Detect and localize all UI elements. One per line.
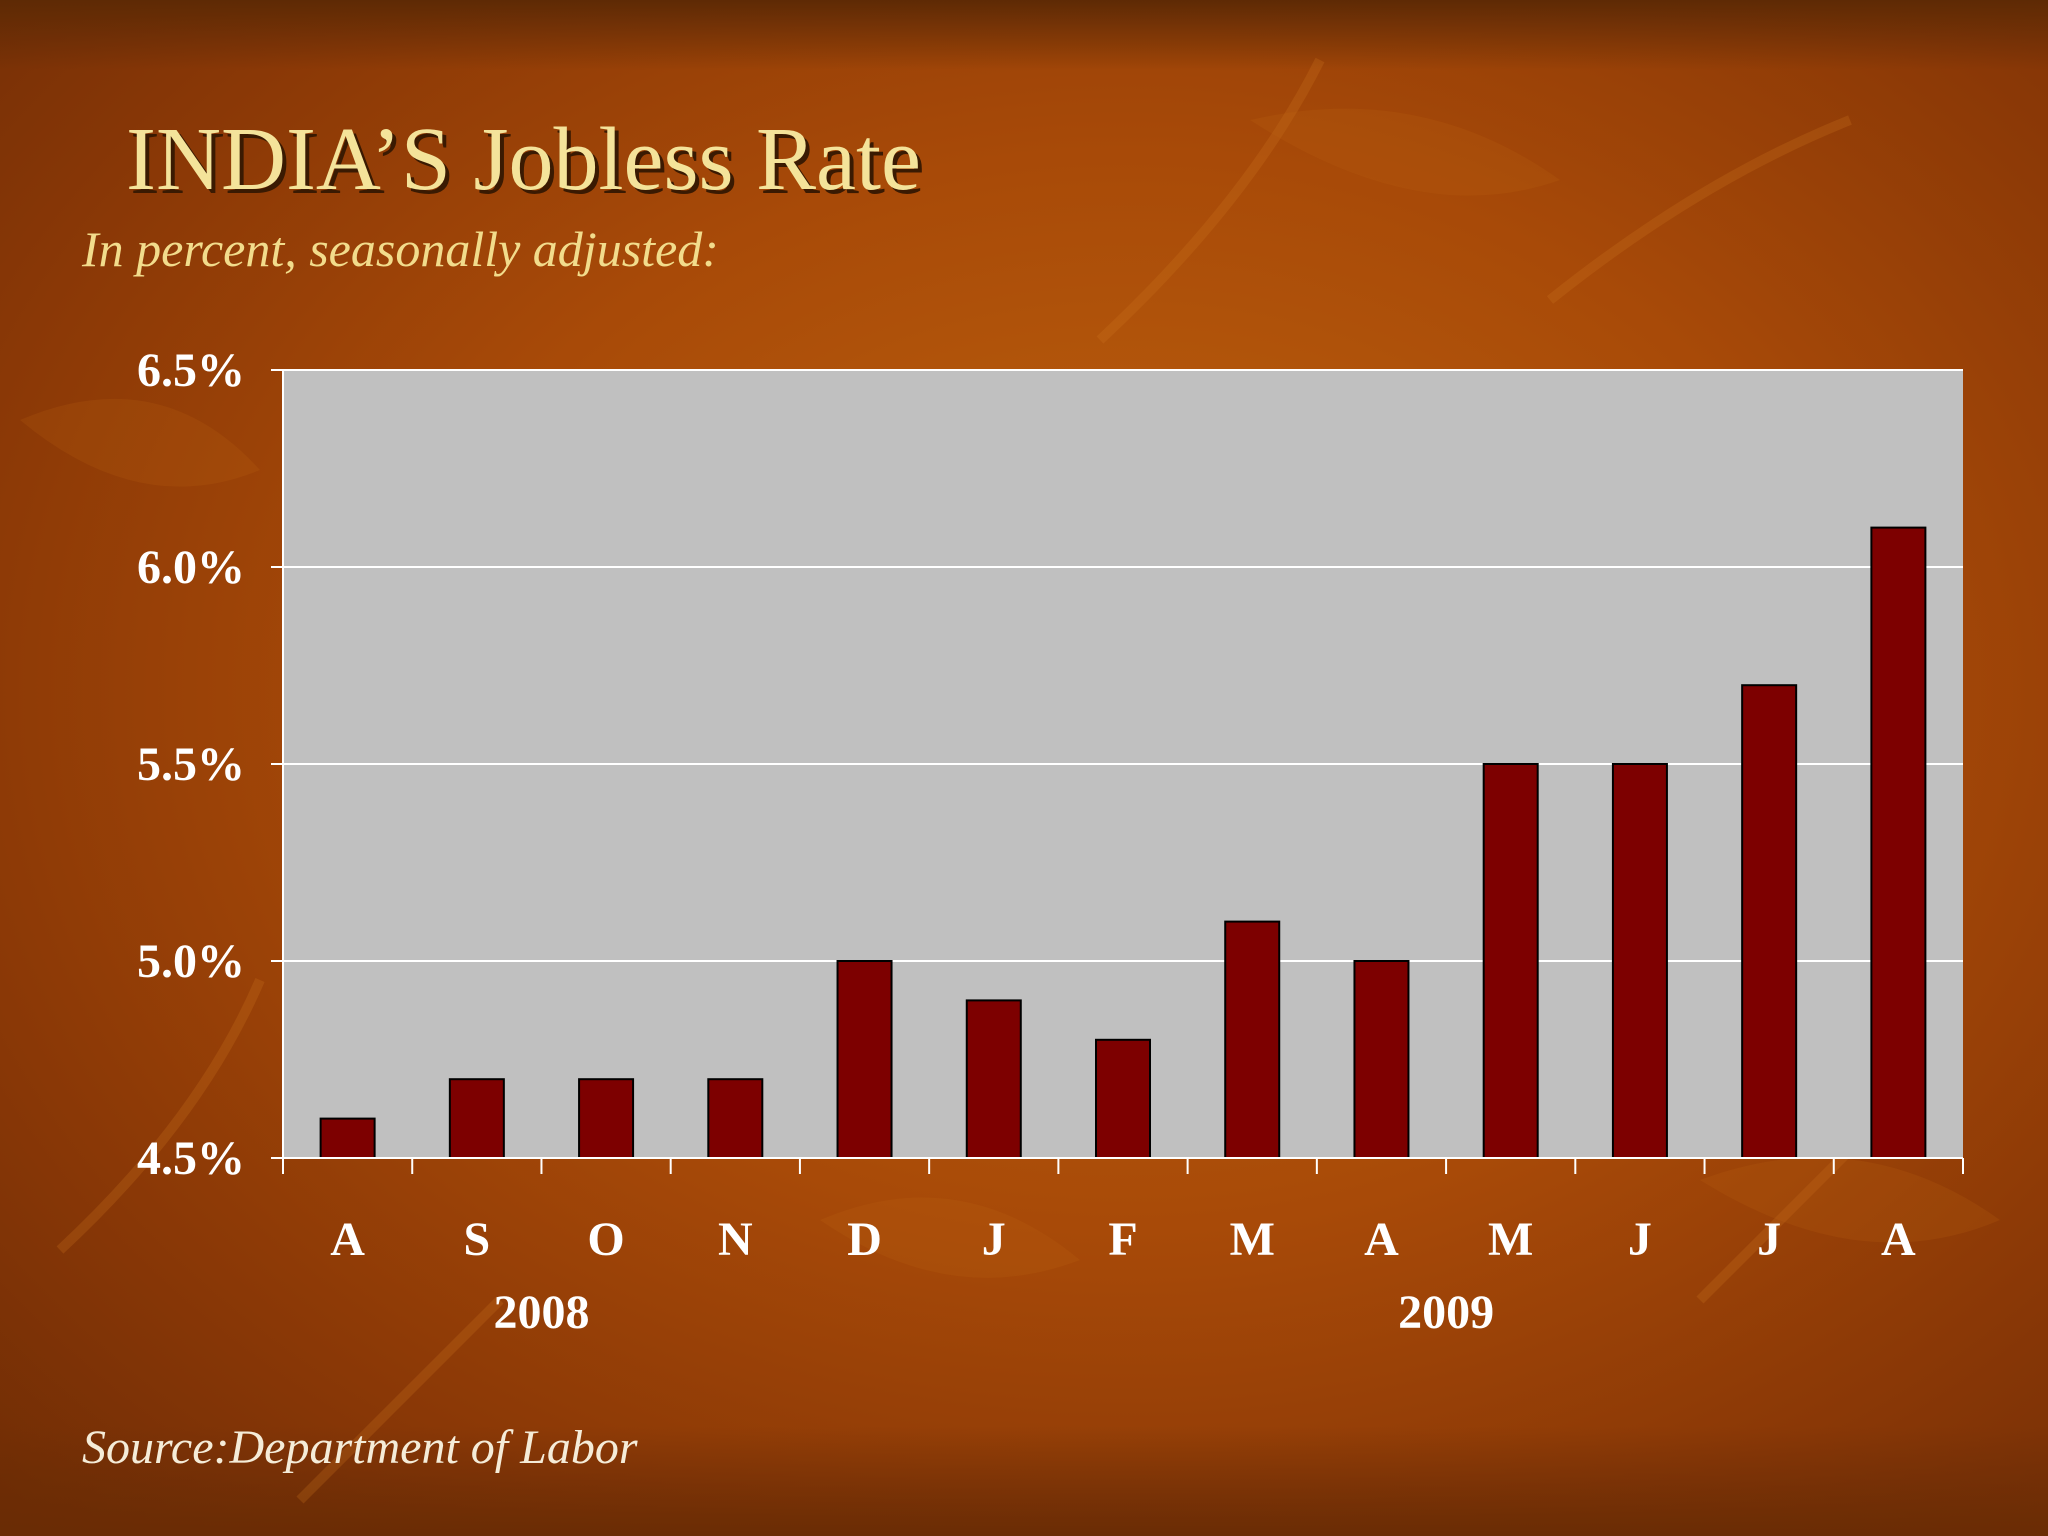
bar — [836, 960, 893, 1159]
year-labels: 2008 2009 — [493, 1286, 1494, 1339]
bar — [1095, 1038, 1151, 1160]
x-tick-label: A — [1364, 1213, 1399, 1266]
x-tick-label: J — [1757, 1213, 1781, 1266]
bar — [965, 999, 1022, 1160]
year-label: 2009 — [1398, 1286, 1494, 1339]
top-shade — [0, 0, 2048, 70]
x-tick-label: O — [587, 1213, 624, 1266]
slide-subtitle: In percent, seasonally adjusted: — [82, 221, 719, 277]
y-tick-label: 5.0% — [137, 935, 245, 988]
x-tick-label: J — [1628, 1213, 1652, 1266]
x-tick-label: A — [1881, 1213, 1916, 1266]
y-tick-labels: 4.5% 5.0% 5.5% 6.0% 6.5% — [137, 344, 283, 1185]
bottom-shade — [0, 1426, 2048, 1536]
bar — [1482, 763, 1539, 1159]
x-tick-label: M — [1488, 1213, 1533, 1266]
year-label: 2008 — [493, 1286, 589, 1339]
bar — [1741, 684, 1798, 1159]
x-tick-label: J — [982, 1213, 1006, 1266]
bar — [448, 1078, 505, 1159]
y-tick-label: 6.0% — [137, 541, 245, 594]
bar — [1611, 763, 1668, 1159]
bar — [578, 1078, 635, 1159]
x-tick-label: D — [847, 1213, 882, 1266]
bar — [707, 1078, 764, 1159]
slide-title: INDIA’S Jobless Rate — [126, 110, 921, 209]
bar — [319, 1117, 376, 1159]
bar — [1353, 960, 1410, 1159]
x-tick-label: A — [330, 1213, 365, 1266]
x-tick-label: S — [463, 1213, 490, 1266]
x-tick-label: M — [1230, 1213, 1275, 1266]
gridlines — [283, 369, 1963, 962]
bar — [1224, 920, 1281, 1159]
y-tick-label: 5.5% — [137, 738, 245, 791]
y-tick-label: 6.5% — [137, 344, 245, 397]
y-tick-label: 4.5% — [137, 1132, 245, 1185]
bar — [1870, 526, 1927, 1159]
x-tick-label: F — [1108, 1213, 1137, 1266]
bars — [319, 526, 1927, 1160]
x-tick-label: N — [718, 1213, 753, 1266]
source-note: Source:Department of Labor — [82, 1421, 638, 1474]
